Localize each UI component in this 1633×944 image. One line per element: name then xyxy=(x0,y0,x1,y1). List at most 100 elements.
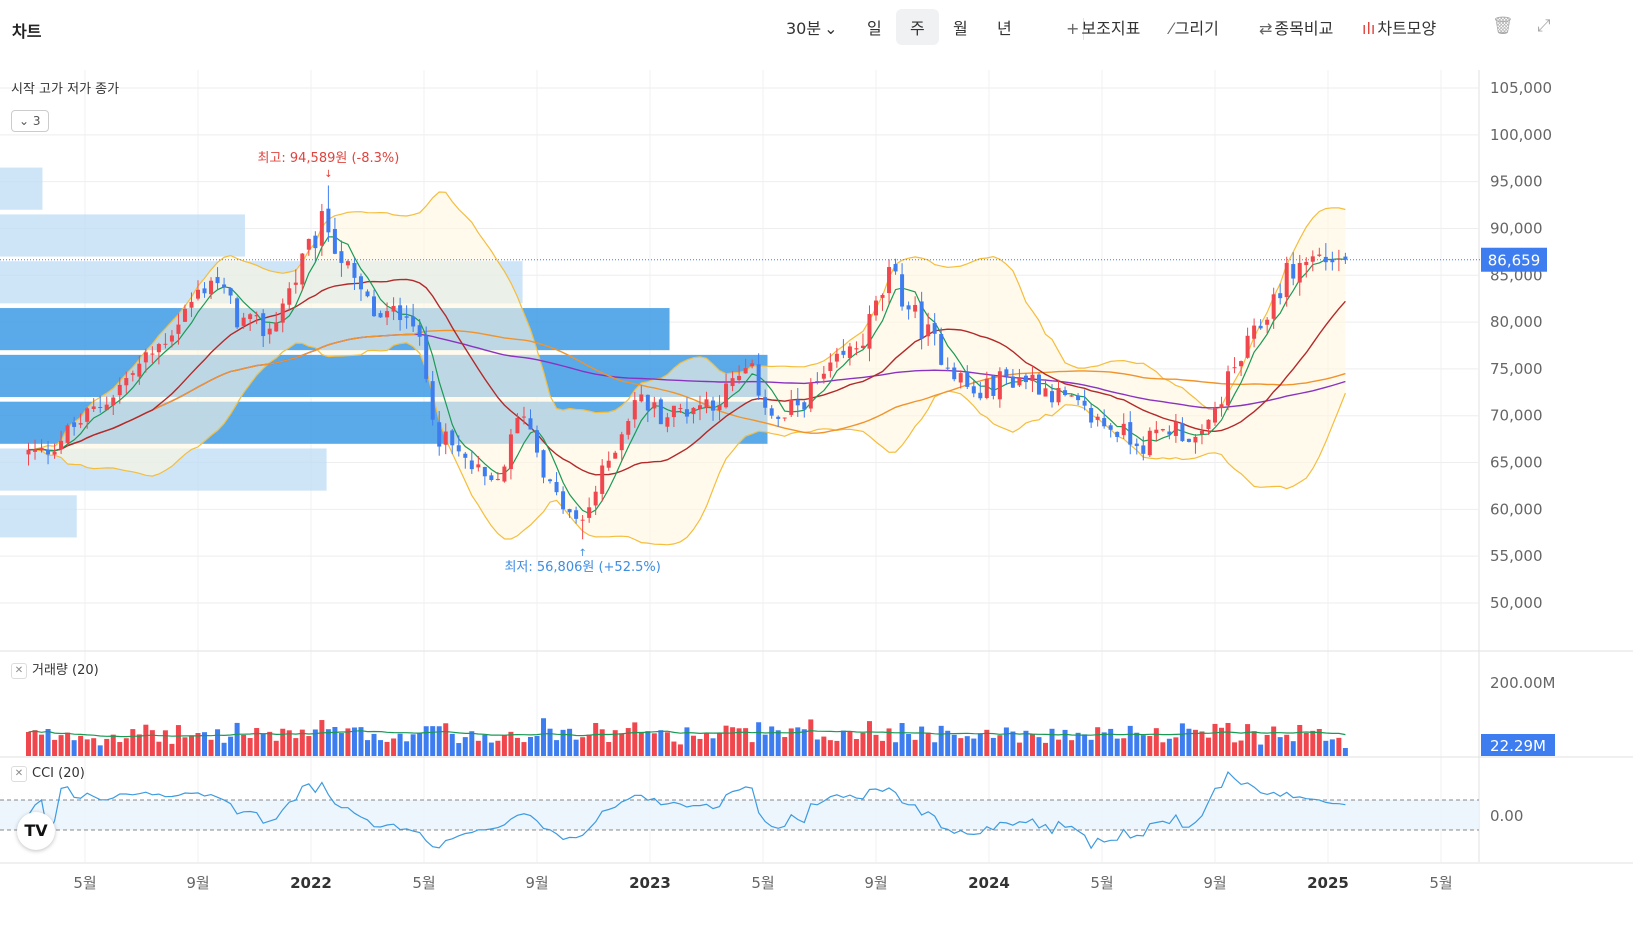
period-tab-day[interactable]: 일 xyxy=(867,19,882,38)
candle[interactable] xyxy=(241,312,246,329)
candle[interactable] xyxy=(919,291,924,350)
candle[interactable] xyxy=(997,367,1002,408)
candle[interactable] xyxy=(111,394,116,416)
candle[interactable] xyxy=(319,203,324,256)
candle[interactable] xyxy=(1219,396,1224,417)
close-icon[interactable]: ✕ xyxy=(11,663,27,679)
compare-button[interactable]: ⇄ 종목비교 xyxy=(1259,15,1333,39)
candle[interactable] xyxy=(945,357,950,372)
candle[interactable] xyxy=(671,405,676,428)
candle[interactable] xyxy=(847,342,852,366)
candle[interactable] xyxy=(385,302,390,326)
candle[interactable] xyxy=(1017,369,1022,388)
candle[interactable] xyxy=(1297,254,1302,296)
candle[interactable] xyxy=(313,231,318,263)
candle[interactable] xyxy=(828,353,833,378)
candle[interactable] xyxy=(52,443,57,459)
candle[interactable] xyxy=(971,380,976,398)
candle[interactable] xyxy=(561,486,566,514)
candle[interactable] xyxy=(365,289,370,298)
candle[interactable] xyxy=(215,267,220,291)
candle[interactable] xyxy=(802,400,807,418)
candle[interactable] xyxy=(502,464,507,483)
candle[interactable] xyxy=(548,478,553,484)
chart-style-button[interactable]: ılı 차트모양 xyxy=(1362,15,1436,39)
candle[interactable] xyxy=(632,392,637,428)
candle[interactable] xyxy=(1004,367,1009,385)
candle[interactable] xyxy=(378,310,383,318)
candle[interactable] xyxy=(306,238,311,256)
candle[interactable] xyxy=(26,442,31,466)
candle[interactable] xyxy=(437,411,442,456)
candle[interactable] xyxy=(1173,413,1178,443)
candle[interactable] xyxy=(1199,424,1204,445)
candle[interactable] xyxy=(821,365,826,384)
candle[interactable] xyxy=(72,416,77,436)
candle[interactable] xyxy=(587,497,592,523)
candle[interactable] xyxy=(978,382,983,401)
candle[interactable] xyxy=(137,355,142,385)
candle[interactable] xyxy=(1147,427,1152,458)
candle[interactable] xyxy=(235,296,240,330)
candle[interactable] xyxy=(209,277,214,299)
candle[interactable] xyxy=(1193,434,1198,454)
candle[interactable] xyxy=(169,330,174,348)
candle[interactable] xyxy=(202,282,207,298)
candle[interactable] xyxy=(678,403,683,413)
candle[interactable] xyxy=(1167,425,1172,440)
candle[interactable] xyxy=(691,407,696,424)
candle[interactable] xyxy=(104,396,109,411)
candle[interactable] xyxy=(78,413,83,429)
candle[interactable] xyxy=(1056,379,1061,406)
candle[interactable] xyxy=(117,377,122,404)
candle[interactable] xyxy=(619,431,624,462)
candle[interactable] xyxy=(860,333,865,349)
candle[interactable] xyxy=(59,430,64,454)
candle[interactable] xyxy=(991,374,996,400)
candle[interactable] xyxy=(743,358,748,374)
candle[interactable] xyxy=(1180,417,1185,442)
candle[interactable] xyxy=(1226,365,1231,411)
candle[interactable] xyxy=(593,485,598,516)
candle[interactable] xyxy=(1291,252,1296,286)
candle[interactable] xyxy=(939,327,944,366)
candle[interactable] xyxy=(574,506,579,524)
candle[interactable] xyxy=(1278,283,1283,305)
candle[interactable] xyxy=(854,341,859,356)
price-axis[interactable]: 105,000100,00095,00090,00085,00080,00075… xyxy=(1481,79,1552,612)
candle[interactable] xyxy=(567,508,572,518)
candle[interactable] xyxy=(1063,386,1068,397)
candle[interactable] xyxy=(332,217,337,255)
candle[interactable] xyxy=(665,412,670,433)
candle[interactable] xyxy=(1213,401,1217,426)
candle[interactable] xyxy=(769,405,774,419)
candle[interactable] xyxy=(952,362,957,382)
candle[interactable] xyxy=(1310,250,1315,272)
candle[interactable] xyxy=(1343,252,1348,264)
tradingview-logo[interactable]: TV xyxy=(17,812,55,850)
trash-icon[interactable]: 🗑 xyxy=(1492,16,1514,36)
candle[interactable] xyxy=(1023,373,1028,390)
candle[interactable] xyxy=(469,450,474,474)
candle[interactable] xyxy=(965,365,970,390)
candle[interactable] xyxy=(482,466,487,486)
period-tab-year[interactable]: 년 xyxy=(997,19,1012,38)
candle[interactable] xyxy=(1089,402,1094,429)
candle[interactable] xyxy=(1082,389,1087,411)
candle[interactable] xyxy=(900,263,905,311)
interval-select[interactable]: 30분 ⌄ xyxy=(786,15,838,39)
candle[interactable] xyxy=(893,258,898,275)
candle[interactable] xyxy=(196,280,200,301)
candle[interactable] xyxy=(600,459,605,502)
candle[interactable] xyxy=(1160,428,1165,432)
candle[interactable] xyxy=(776,415,781,427)
candle[interactable] xyxy=(430,370,435,426)
candle[interactable] xyxy=(841,339,846,359)
candle[interactable] xyxy=(887,259,892,305)
candle[interactable] xyxy=(352,258,357,290)
candle[interactable] xyxy=(508,428,513,480)
candle[interactable] xyxy=(287,282,292,311)
candle[interactable] xyxy=(606,451,611,471)
candle[interactable] xyxy=(554,472,559,496)
